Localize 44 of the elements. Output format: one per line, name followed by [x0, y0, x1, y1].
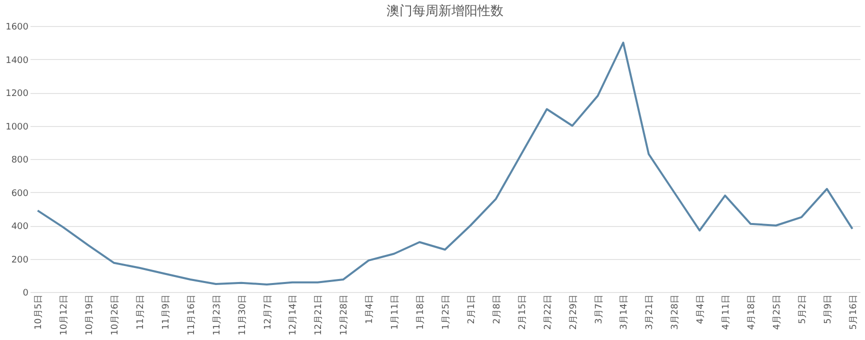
x-tick-label: 1月25日	[442, 294, 452, 330]
y-tick-label: 1000	[6, 122, 29, 132]
x-tick-label: 2月15日	[518, 294, 528, 330]
x-tick-label: 12月14日	[288, 294, 299, 336]
x-tick-label: 5月2日	[798, 294, 808, 324]
x-tick-label: 4月18日	[747, 294, 758, 330]
x-tick-label: 4月11日	[722, 294, 732, 330]
x-tick-label: 4月25日	[772, 294, 782, 330]
y-tick-label: 800	[11, 156, 29, 166]
x-tick-label: 3月7日	[594, 294, 604, 324]
chart-title: 澳门每周新增阳性数	[386, 3, 504, 19]
x-tick-label: 12月21日	[314, 294, 324, 336]
x-tick-label: 12月7日	[263, 294, 274, 330]
x-tick-label: 10月12日	[60, 294, 70, 336]
y-tick-label: 600	[11, 188, 29, 199]
x-tick-label: 5月16日	[848, 294, 859, 330]
line-series	[36, 42, 854, 286]
y-tick-label: 1600	[6, 22, 29, 32]
x-tick-label: 5月9日	[823, 294, 834, 324]
x-tick-label: 1月11日	[390, 294, 401, 330]
x-tick-label: 2月1日	[466, 294, 477, 324]
x-tick-label: 12月28日	[340, 294, 350, 336]
y-tick-label: 0	[22, 288, 29, 298]
y-tick-label: 1400	[6, 56, 29, 66]
x-tick-label: 2月29日	[568, 294, 579, 330]
x-tick-label: 10月19日	[85, 294, 96, 336]
x-tick-label: 4月4日	[696, 294, 706, 324]
x-tick-label: 2月8日	[492, 294, 502, 324]
x-tick-label: 10月5日	[34, 294, 44, 330]
x-tick-label: 11月2日	[136, 294, 146, 330]
x-tick-label: 3月21日	[645, 294, 656, 330]
x-tick-label: 10月26日	[110, 294, 121, 336]
y-tick-label: 1200	[6, 89, 29, 99]
x-tick-label: 11月9日	[161, 294, 172, 330]
y-tick-label: 400	[11, 222, 29, 232]
x-tick-label: 1月18日	[416, 294, 426, 330]
y-tick-label: 200	[11, 255, 29, 266]
x-tick-label: 11月23日	[212, 294, 222, 336]
x-tick-label: 3月14日	[620, 294, 630, 330]
x-tick-label: 3月28日	[670, 294, 681, 330]
x-tick-label: 11月30日	[238, 294, 248, 336]
x-tick-label: 1月4日	[365, 294, 376, 324]
x-tick-label: 11月16日	[186, 294, 197, 336]
x-tick-label: 2月22日	[543, 294, 554, 330]
